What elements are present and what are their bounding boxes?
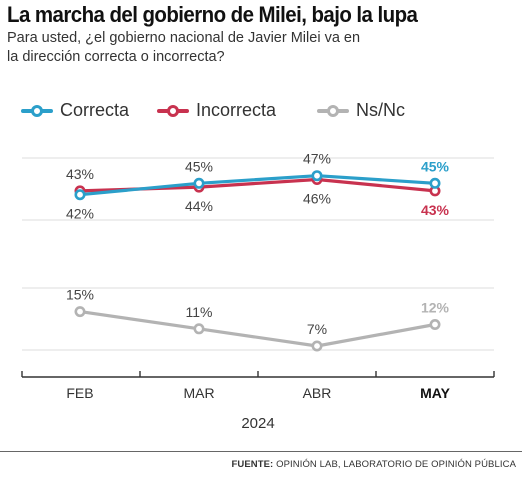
point-nsnc-feb [74, 306, 86, 318]
data-label-nsnc-mar: 11% [186, 304, 213, 320]
chart-title: La marcha del gobierno de Milei, bajo la… [7, 2, 418, 27]
data-label-incorrecta-mar: 44% [185, 198, 213, 214]
point-correcta-abr [311, 170, 323, 182]
legend-item-nsnc: Ns/Nc [317, 100, 405, 121]
legend-swatch-correcta [21, 104, 53, 118]
point-correcta-may [429, 177, 441, 189]
data-label-correcta-mar: 45% [185, 158, 213, 174]
data-label-nsnc-abr: 7% [307, 321, 327, 337]
legend-item-incorrecta: Incorrecta [157, 100, 276, 121]
line-chart: FEB MAR ABR MAY 2024 42% 45% 47% 45% 43% 44% 46% 43%… [21, 151, 495, 432]
source-credit: FUENTE: OPINIÓN LAB, LABORATORIO DE OPIN… [231, 459, 516, 470]
data-label-incorrecta-may: 43% [421, 202, 450, 218]
point-nsnc-mar [193, 323, 205, 335]
x-tick-label-abr: ABR [303, 385, 332, 401]
legend-label-nsnc: Ns/Nc [356, 100, 405, 120]
x-tick-label-may: MAY [420, 385, 450, 401]
footer-divider [0, 451, 522, 452]
data-label-incorrecta-abr: 46% [303, 191, 331, 207]
point-correcta-feb [74, 189, 86, 201]
legend-label-incorrecta: Incorrecta [196, 100, 277, 120]
x-axis-label: 2024 [241, 415, 274, 432]
x-tick-label-mar: MAR [183, 385, 214, 401]
source-text: OPINIÓN LAB, LABORATORIO DE OPINIÓN PÚBL… [276, 459, 516, 470]
legend-swatch-nsnc [317, 104, 349, 118]
series-line-correcta [78, 174, 437, 197]
data-label-correcta-feb: 42% [66, 206, 94, 222]
data-label-nsnc-feb: 15% [66, 287, 94, 303]
point-nsnc-abr [311, 340, 323, 352]
data-label-nsnc-may: 12% [421, 300, 450, 316]
x-tick-label-feb: FEB [66, 385, 93, 401]
data-label-correcta-abr: 47% [303, 151, 331, 167]
series-line-nsnc [78, 310, 437, 348]
chart-subtitle: Para usted, ¿el gobierno nacional de Jav… [7, 30, 361, 65]
source-label: FUENTE: [231, 459, 274, 470]
data-label-correcta-may: 45% [421, 158, 450, 174]
legend-swatch-incorrecta [157, 104, 189, 118]
data-label-incorrecta-feb: 43% [66, 166, 94, 182]
legend-label-correcta: Correcta [60, 100, 130, 120]
point-nsnc-may [429, 318, 441, 330]
legend-item-correcta: Correcta [21, 100, 129, 121]
point-correcta-mar [193, 177, 205, 189]
